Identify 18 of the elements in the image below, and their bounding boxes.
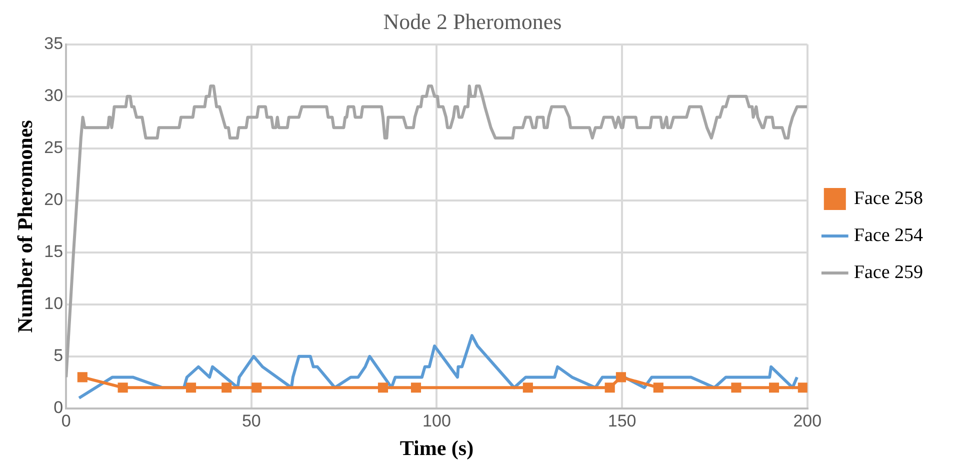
legend-label: Face 259 [854,262,924,283]
legend-label: Face 254 [854,224,924,246]
y-tick-label: 30 [44,86,64,106]
y-tick-label: 10 [44,294,64,314]
x-tick-label: 200 [793,411,822,430]
x-tick-label: 50 [242,411,261,430]
legend-label: Face 258 [854,188,924,209]
y-tick-label: 0 [54,398,64,418]
y-tick-label: 35 [44,34,64,54]
chart-title: Node 2 Pheromones [383,8,562,34]
y-tick-label: 20 [44,190,64,210]
x-axis-title: Time (s) [400,436,474,460]
x-tick-label: 150 [608,411,636,430]
y-tick-label: 15 [44,242,64,262]
y-tick-label: 25 [44,138,64,158]
y-tick-label: 5 [54,346,64,366]
y-axis-title: Number of Pheromones [13,120,38,333]
x-tick-label: 100 [422,411,451,430]
